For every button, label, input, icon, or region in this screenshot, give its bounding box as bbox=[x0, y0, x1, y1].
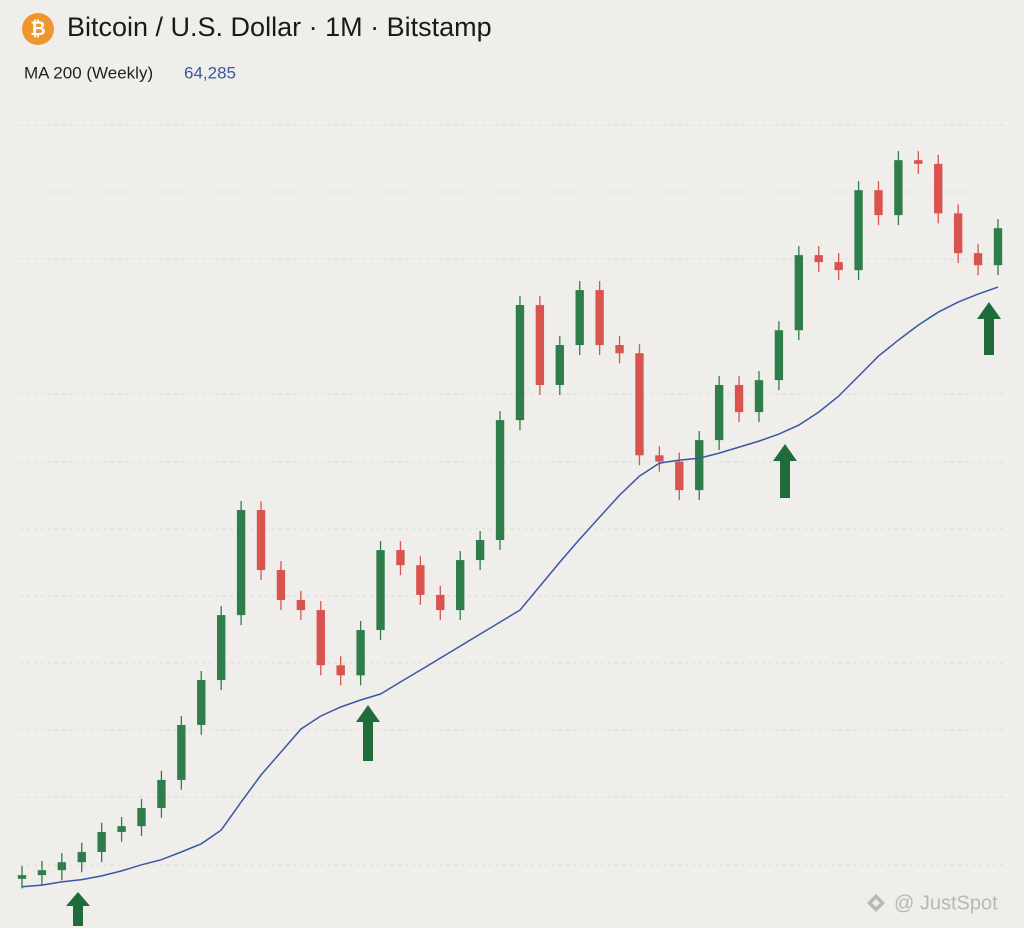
candle-body bbox=[236, 510, 246, 616]
watermark-icon bbox=[867, 894, 885, 912]
candle-body bbox=[37, 870, 47, 876]
candle-body bbox=[635, 353, 644, 456]
candle-body bbox=[993, 228, 1003, 266]
candle-body bbox=[276, 570, 286, 600]
candle-body bbox=[157, 779, 166, 808]
candle-body bbox=[575, 290, 584, 346]
candle-body bbox=[914, 160, 923, 164]
ma-line bbox=[21, 286, 999, 888]
watermark: @ JustSpot bbox=[894, 892, 998, 914]
candle-body bbox=[475, 540, 485, 561]
candle-body bbox=[197, 680, 206, 725]
candle-body bbox=[456, 560, 465, 611]
coin-symbol: ₿ bbox=[30, 19, 45, 40]
candle-body bbox=[714, 384, 724, 441]
coin-icon bbox=[22, 13, 54, 45]
candle-body bbox=[973, 253, 983, 266]
candle-body bbox=[555, 345, 564, 385]
candle-body bbox=[874, 190, 883, 216]
candle-body bbox=[436, 594, 445, 611]
candle-body bbox=[675, 461, 684, 491]
candle-body bbox=[655, 455, 664, 462]
arrow bbox=[356, 705, 380, 761]
legend-value: 64,285 bbox=[184, 63, 236, 82]
arrow bbox=[977, 302, 1001, 355]
candle-body bbox=[695, 440, 704, 491]
candle-body bbox=[17, 875, 27, 879]
candle-body bbox=[316, 610, 325, 666]
candle-body bbox=[854, 190, 863, 271]
arrows bbox=[66, 302, 1001, 926]
candle-body bbox=[734, 384, 744, 413]
arrow bbox=[66, 892, 90, 926]
candle-body bbox=[336, 665, 345, 676]
arrow bbox=[773, 444, 797, 498]
candle-body bbox=[217, 615, 226, 681]
candle-body bbox=[256, 510, 266, 571]
candle-body bbox=[754, 380, 764, 413]
candle-body bbox=[814, 255, 823, 263]
candle-body bbox=[834, 262, 843, 271]
candle-body bbox=[296, 599, 306, 611]
candle-body bbox=[356, 630, 365, 676]
candle-body bbox=[177, 724, 186, 780]
legend-label: MA 200 (Weekly) bbox=[24, 63, 153, 82]
candle-body bbox=[117, 826, 126, 832]
candle-body bbox=[595, 290, 604, 346]
candle-body bbox=[794, 255, 803, 331]
chart-title: Bitcoin / U.S. Dollar · 1M · Bitstamp bbox=[67, 12, 492, 42]
watermark-group: @ JustSpot bbox=[867, 892, 998, 914]
candle-body bbox=[894, 160, 903, 216]
candle-body bbox=[934, 163, 943, 214]
candle-body bbox=[416, 565, 425, 595]
candle-body bbox=[535, 305, 545, 385]
candle-body bbox=[615, 345, 624, 354]
candle-body bbox=[57, 862, 67, 871]
candle-body bbox=[515, 305, 525, 421]
candle-body bbox=[137, 807, 146, 827]
candle-body bbox=[396, 550, 405, 566]
plot bbox=[17, 151, 1003, 889]
candle-body bbox=[953, 213, 963, 254]
candle-body bbox=[97, 831, 106, 852]
candle-body bbox=[774, 330, 784, 381]
candle-body bbox=[376, 550, 385, 631]
candle-body bbox=[77, 851, 86, 863]
candle-body bbox=[495, 420, 505, 541]
